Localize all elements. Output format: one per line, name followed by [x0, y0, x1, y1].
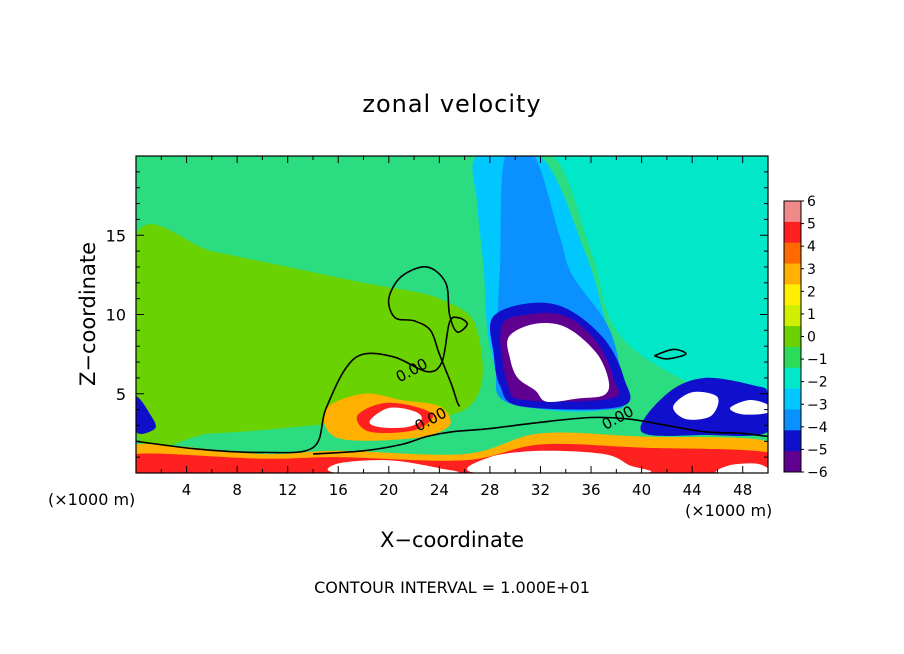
region-lower-shear-white — [369, 407, 422, 428]
colorbar-label: 6 — [807, 194, 816, 210]
x-tick-label: 4 — [182, 481, 192, 499]
region-ground-band-white-mid — [466, 450, 651, 473]
x-tick-label: 24 — [430, 481, 449, 499]
colorbar-swatch — [784, 263, 801, 285]
x-unit-right: (×1000 m) — [685, 501, 772, 520]
contour-zero-small — [653, 348, 687, 360]
region-upper-left-green — [136, 224, 483, 449]
colorbar-swatch — [784, 388, 801, 410]
colorbar-label: 5 — [807, 217, 816, 233]
x-tick-label: 28 — [480, 481, 499, 499]
colorbar-label: −1 — [807, 352, 828, 368]
x-unit-left: (×1000 m) — [48, 490, 135, 509]
plot-area: 0.000.00 0.00 4 8 12 16 20 24 28 32 36 40 44 48 5101… — [106, 155, 769, 499]
y-tick-label: 10 — [106, 306, 126, 325]
y-axis-label: Z−coordinate — [76, 242, 100, 386]
x-tick-label: 40 — [632, 481, 651, 499]
x-tick-label: 16 — [329, 481, 348, 499]
colorbar-swatch — [784, 451, 801, 473]
colorbar-label: −2 — [807, 375, 828, 391]
colorbar-swatch — [784, 284, 801, 306]
region-ground-band-white-left — [327, 460, 459, 473]
colorbar-swatch — [784, 430, 801, 452]
region-upper-right-teal — [489, 156, 768, 423]
contour-lines — [136, 266, 768, 455]
colorbar-label: −6 — [807, 465, 828, 481]
x-tick-label: 44 — [683, 481, 702, 499]
colorbar-label: 3 — [807, 262, 816, 278]
y-axis-ticks: 5 10 15 — [106, 171, 768, 458]
colorbar-label: 0 — [807, 330, 816, 346]
contour-zero-lower — [312, 416, 768, 455]
region-jet-core-saturated — [507, 323, 610, 402]
colorbar-label: −4 — [807, 420, 828, 436]
y-tick-label: 15 — [106, 226, 126, 245]
colorbar-swatch — [784, 367, 801, 390]
x-axis-ticks: 4 8 12 16 20 24 28 32 36 40 44 48 — [160, 156, 752, 499]
x-tick-label: 12 — [278, 481, 297, 499]
colorbar-swatch — [784, 242, 801, 265]
y-tick-label: 5 — [116, 385, 126, 404]
colorbar-swatch — [784, 221, 801, 244]
footer-contour-interval: CONTOUR INTERVAL = 1.000E+01 — [314, 578, 590, 597]
region-ground-band-white-right — [715, 463, 768, 473]
x-tick-label: 20 — [379, 481, 398, 499]
x-axis-label: X−coordinate — [380, 528, 524, 552]
x-tick-label: 36 — [581, 481, 600, 499]
contour-zero-upper — [136, 266, 468, 454]
region-left-edge-blue — [136, 396, 156, 434]
colorbar-label: −3 — [807, 397, 828, 413]
x-tick-label: 32 — [531, 481, 550, 499]
colorbar-swatch — [784, 201, 801, 223]
colorbar-label: 1 — [807, 307, 816, 323]
colorbar-label: 4 — [807, 239, 816, 255]
colorbar: 6 5 4 3 2 1 0 −1 −2 −3 −4 −5 −6 — [783, 194, 828, 481]
chart-title: zonal velocity — [362, 90, 541, 118]
colorbar-swatch — [784, 346, 801, 369]
colorbar-swatch — [784, 326, 801, 348]
colorbar-label: 2 — [807, 284, 816, 300]
colorbar-label: −5 — [807, 442, 828, 458]
heatmap-regions — [136, 156, 768, 473]
colorbar-swatch — [784, 305, 801, 327]
x-tick-label: 8 — [232, 481, 242, 499]
x-tick-label: 48 — [733, 481, 752, 499]
region-right-low-white-2 — [730, 400, 768, 415]
region-right-low-white — [673, 391, 719, 420]
colorbar-swatch — [784, 409, 801, 431]
